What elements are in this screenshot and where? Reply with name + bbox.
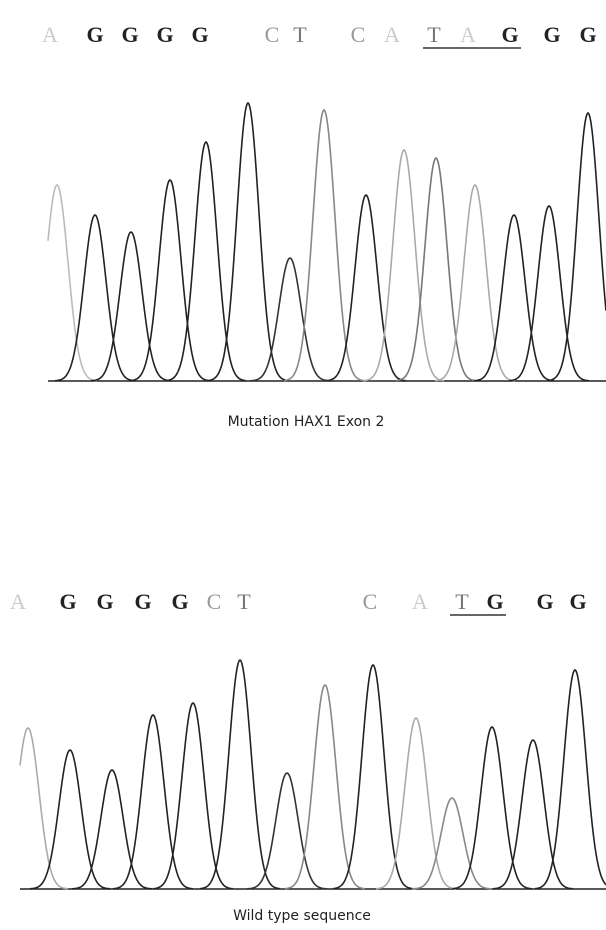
base-call: T — [427, 22, 441, 47]
base-call: A — [42, 22, 58, 47]
caption: Wild type sequence — [233, 908, 371, 924]
base-call: A — [412, 589, 428, 614]
base-call: T — [237, 589, 251, 614]
base-call: T — [293, 22, 307, 47]
base-call: G — [156, 22, 173, 47]
caption: Mutation HAX1 Exon 2 — [228, 414, 385, 430]
base-call: G — [536, 589, 553, 614]
figure: Mutation HAX1 Exon 2 Wild type sequence … — [0, 0, 606, 930]
base-call: G — [579, 22, 596, 47]
base-call: G — [96, 589, 113, 614]
base-call: G — [543, 22, 560, 47]
base-call: A — [460, 22, 476, 47]
base-call: G — [59, 589, 76, 614]
base-call: G — [486, 589, 503, 614]
base-call: A — [384, 22, 400, 47]
base-call: G — [191, 22, 208, 47]
base-call: G — [134, 589, 151, 614]
base-call: G — [171, 589, 188, 614]
base-call: C — [265, 22, 280, 47]
base-call: G — [86, 22, 103, 47]
base-call: G — [569, 589, 586, 614]
background — [0, 0, 606, 930]
base-call: T — [455, 589, 469, 614]
base-call: A — [10, 589, 26, 614]
base-call: C — [207, 589, 222, 614]
base-call: G — [121, 22, 138, 47]
base-call: C — [351, 22, 366, 47]
base-call: C — [363, 589, 378, 614]
base-call: G — [501, 22, 518, 47]
